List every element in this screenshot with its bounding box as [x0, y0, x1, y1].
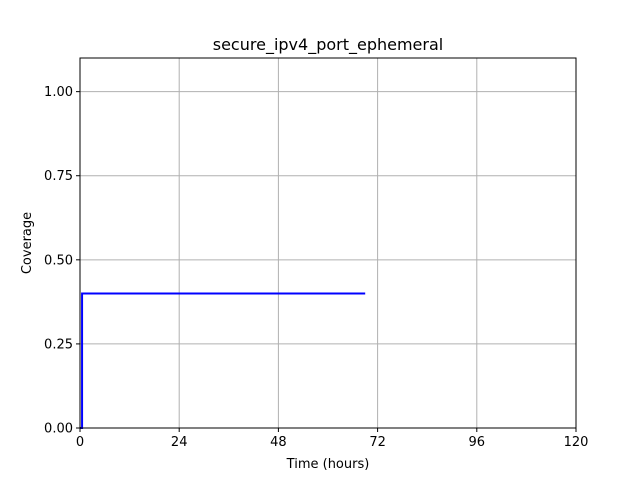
y-tick-label: 0.75 [44, 169, 73, 184]
chart-title: secure_ipv4_port_ephemeral [213, 35, 443, 55]
x-tick-label: 0 [76, 435, 84, 450]
x-axis-label: Time (hours) [286, 457, 370, 472]
y-tick-label: 1.00 [44, 85, 73, 100]
x-tick-label: 120 [564, 435, 589, 450]
y-tick-label: 0.50 [44, 253, 73, 268]
plot-frame [79, 57, 577, 429]
y-tick-label: 0.25 [44, 337, 73, 352]
y-tick-label: 0.00 [44, 422, 73, 437]
y-axis-label: Coverage [20, 212, 35, 274]
x-tick-label: 48 [270, 435, 287, 450]
x-tick-label: 24 [171, 435, 188, 450]
ticks: 0 24 48 72 96 120 0.00 0.25 0.50 0.75 1.00 [44, 85, 588, 450]
x-tick-label: 96 [469, 435, 486, 450]
x-tick-label: 72 [369, 435, 386, 450]
